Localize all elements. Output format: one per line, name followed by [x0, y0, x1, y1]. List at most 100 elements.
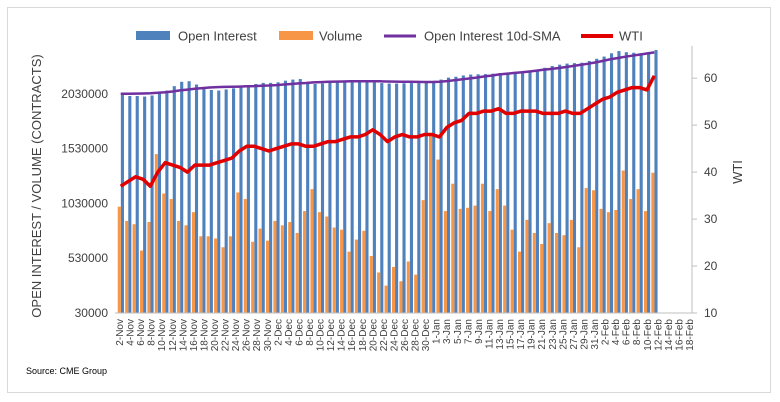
- open-interest-bar: [654, 50, 658, 313]
- source-note: Source: CME Group: [26, 366, 107, 376]
- open-interest-bar: [395, 83, 399, 313]
- open-interest-bar: [572, 63, 577, 314]
- bars-layer: [117, 50, 658, 314]
- x-tick-label: 29-Jan: [579, 319, 590, 350]
- x-tick-label: 30-Nov: [263, 319, 274, 351]
- open-interest-bar: [328, 82, 332, 313]
- volume-bar: [251, 241, 255, 313]
- y-tick-label: 1530000: [61, 142, 108, 156]
- volume-bar: [288, 222, 292, 313]
- x-tick-label: 8-Feb: [632, 319, 643, 346]
- y2-tick-label: 30: [704, 212, 718, 226]
- legend-open-interest-label: Open Interest: [178, 29, 257, 44]
- open-interest-bar: [269, 82, 273, 313]
- open-interest-bar: [506, 72, 510, 314]
- open-interest-bar: [565, 63, 569, 313]
- volume-bar: [273, 220, 277, 313]
- x-tick-label: 11-Jan: [484, 319, 495, 349]
- x-tick-label: 21-Jan: [537, 319, 548, 350]
- open-interest-bar: [558, 64, 562, 313]
- volume-bar: [606, 212, 610, 313]
- x-tick-label: 16-Nov: [189, 319, 200, 351]
- open-interest-bar: [298, 79, 302, 313]
- open-interest-bar: [483, 74, 488, 313]
- x-tick-label: 10-Feb: [643, 319, 654, 351]
- y-tick-label: 530000: [68, 251, 108, 265]
- volume-bar: [206, 236, 210, 313]
- open-interest-bar: [224, 89, 228, 313]
- volume-bar: [377, 272, 381, 313]
- volume-bar: [265, 240, 270, 313]
- open-interest-bar: [128, 96, 132, 314]
- y2-tick-label: 10: [704, 306, 718, 320]
- open-interest-bar: [276, 82, 280, 313]
- x-tick-label: 16-Dec: [347, 319, 358, 351]
- x-tick-label: 12-Nov: [168, 319, 179, 351]
- volume-bar: [228, 236, 233, 313]
- x-tick-label: 9-Jan: [474, 319, 485, 344]
- x-tick-label: 24-Nov: [231, 319, 242, 351]
- x-tick-label: 12-Dec: [326, 319, 337, 351]
- open-interest-bar: [365, 82, 369, 313]
- volume-bar: [221, 247, 225, 313]
- volume-bar: [421, 200, 425, 313]
- y-tick-label: 1030000: [61, 196, 108, 210]
- open-interest-bar: [432, 81, 436, 313]
- open-interest-bar: [446, 77, 451, 314]
- open-interest-bar: [202, 88, 206, 314]
- x-tick-label: 15-Jan: [506, 319, 517, 350]
- volume-bar: [199, 236, 203, 313]
- y2-tick-label: 60: [704, 71, 718, 85]
- x-tick-label: 20-Dec: [368, 319, 379, 351]
- sma-line: [120, 51, 655, 96]
- x-tick-label: 4-Feb: [611, 319, 622, 346]
- volume-bar: [162, 193, 166, 313]
- open-interest-bar: [313, 83, 317, 314]
- y2-tick-label: 50: [704, 118, 718, 132]
- open-interest-bar: [209, 89, 213, 313]
- open-interest-bar: [194, 84, 199, 313]
- open-interest-bar: [261, 82, 265, 313]
- open-interest-bar: [165, 90, 169, 313]
- legend-open-interest-swatch: [136, 31, 170, 40]
- x-tick-label: 28-Nov: [252, 319, 263, 351]
- x-tick-label: 8-Dec: [305, 319, 316, 346]
- volume-bar: [614, 209, 618, 313]
- volume-bar: [547, 223, 551, 313]
- open-interest-bar: [647, 52, 651, 314]
- volume-bar: [295, 233, 299, 313]
- x-tick-label: 6-Feb: [622, 319, 633, 346]
- open-interest-bar: [632, 52, 636, 313]
- volume-bar: [643, 211, 648, 313]
- x-tick-label: 16-Feb: [674, 319, 685, 351]
- volume-bar: [310, 189, 314, 313]
- x-tick-label: 6-Dec: [294, 319, 305, 346]
- y2-axis-title: WTI: [730, 160, 745, 184]
- volume-bar: [317, 212, 321, 313]
- open-interest-bar: [424, 82, 428, 314]
- volume-bar: [429, 135, 433, 313]
- y2-tick-label: 40: [704, 165, 718, 179]
- volume-bar: [384, 285, 388, 313]
- open-interest-bar: [320, 83, 325, 314]
- volume-bar: [236, 192, 240, 313]
- legend: Open Interest Volume Open Interest 10d-SMA…: [136, 29, 643, 44]
- x-tick-label: 20-Nov: [210, 319, 221, 351]
- open-interest-bar: [283, 80, 288, 313]
- volume-bar: [154, 154, 158, 313]
- volume-bar: [139, 250, 144, 313]
- x-tick-label: 1-Jan: [432, 319, 443, 344]
- legend-sma-label: Open Interest 10d-SMA: [424, 29, 561, 44]
- x-tick-label: 17-Jan: [516, 319, 527, 350]
- open-interest-bar: [380, 83, 384, 313]
- volume-bar: [651, 172, 655, 313]
- x-tick-label: 4-Nov: [126, 319, 137, 346]
- x-tick-label: 18-Dec: [358, 319, 369, 351]
- volume-bar: [436, 159, 440, 313]
- x-tick-label: 6-Nov: [136, 319, 147, 346]
- volume-bar: [258, 228, 262, 313]
- open-interest-bar: [469, 74, 473, 314]
- volume-bar: [480, 183, 484, 313]
- x-tick-label: 3-Jan: [442, 319, 453, 344]
